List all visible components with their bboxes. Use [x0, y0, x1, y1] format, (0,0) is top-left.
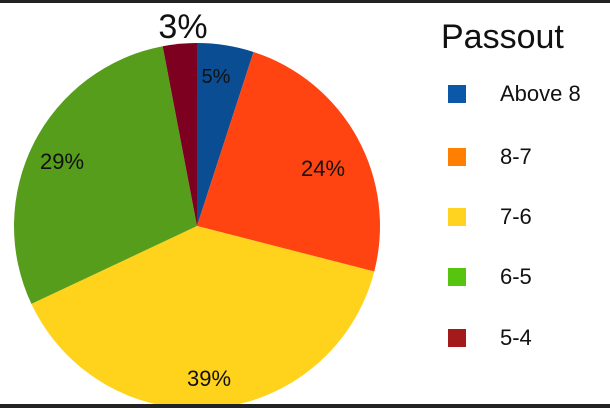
data-label-7-6: 39%: [187, 366, 231, 391]
legend-item-5-4: 5-4: [448, 327, 532, 349]
legend-label-8-7: 8-7: [500, 144, 532, 169]
data-label-above-8: 5%: [202, 66, 231, 88]
pie-slice-above-8: [197, 43, 254, 226]
legend-title: Passout: [441, 18, 564, 56]
legend-item-6-5: 6-5: [448, 266, 532, 288]
data-label-6-5: 29%: [40, 149, 84, 174]
pie-slice-6-5: [14, 46, 197, 304]
legend-item-above-8: Above 8: [448, 83, 581, 105]
legend-swatch-6-5: [448, 268, 466, 286]
data-label-8-7: 24%: [301, 156, 345, 181]
legend-item-8-7: 8-7: [448, 146, 532, 168]
pie-slice-8-7: [197, 51, 380, 272]
bottom-border: [0, 404, 610, 408]
legend-label-above-8: Above 8: [500, 81, 581, 106]
top-border: [0, 0, 610, 3]
data-label-5-4: 3%: [158, 8, 207, 46]
legend-item-7-6: 7-6: [448, 206, 532, 228]
pie-slice-7-6: [31, 226, 375, 408]
pie-slice-5-4: [162, 43, 197, 226]
legend-swatch-7-6: [448, 208, 466, 226]
legend-label-7-6: 7-6: [500, 204, 532, 229]
legend-swatch-5-4: [448, 329, 466, 347]
legend-label-5-4: 5-4: [500, 325, 532, 350]
legend-label-6-5: 6-5: [500, 264, 532, 289]
pie-chart: 5% 24% 39% 29% 3%: [14, 8, 380, 408]
legend-swatch-8-7: [448, 148, 466, 166]
legend-swatch-above-8: [448, 85, 466, 103]
